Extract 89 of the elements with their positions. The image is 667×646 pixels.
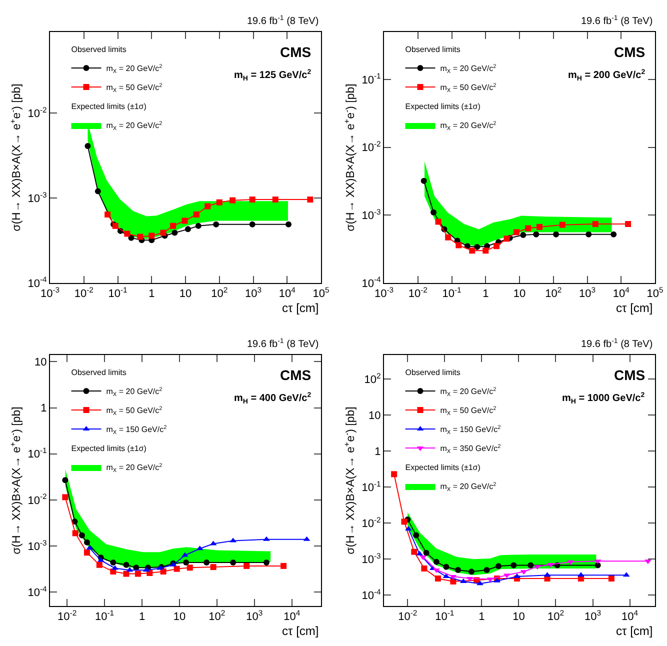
x-tick-label: 10$^{-1}$: [108, 286, 128, 300]
x-tick-label: 10: [512, 611, 525, 624]
x-tick-label: 10$^{-2}$: [408, 286, 428, 300]
chart-subtitle: 19.6 fb$^{-1}$ (8 TeV): [581, 15, 653, 28]
annotation: Expected limits (±1σ): [405, 463, 481, 472]
annotation: m$_{H}$ = 400 GeV/c$^{2}$: [234, 392, 312, 406]
legend-label: m$_{X}$ = 20 GeV/c$^{2}$: [106, 120, 162, 132]
x-tick-label: 10$^{-1}$: [442, 286, 462, 300]
legend-label: m$_{X}$ = 150 GeV/c$^{2}$: [440, 424, 501, 436]
y-tick-label: 10$^{2}$: [364, 371, 381, 386]
legend-label: m$_{X}$ = 20 GeV/c$^{2}$: [106, 64, 162, 75]
legend-title: Observed limits: [71, 368, 126, 378]
x-tick-label: 10$^{4}$: [612, 286, 630, 300]
y-tick-label: 1: [40, 402, 47, 415]
legend-label: m$_{X}$ = 50 GeV/c$^{2}$: [440, 82, 496, 94]
x-tick-label: 10$^{-2}$: [398, 608, 418, 624]
text: CMS: [614, 367, 646, 383]
x-tick-label: 10$^{4}$: [278, 286, 296, 300]
y-tick-label: 10$^{-4}$: [28, 584, 48, 599]
legend-title: Observed limits: [71, 45, 126, 54]
x-tick-label: 10$^{-1}$: [435, 608, 454, 624]
x-axis-title: cτ [cm]: [282, 301, 319, 315]
x-axis-title: cτ [cm]: [616, 624, 653, 638]
chart-subtitle: 19.6 fb$^{-1}$ (8 TeV): [247, 15, 319, 28]
annotation: m$_{H}$ = 1000 GeV/c$^{2}$: [562, 392, 645, 406]
x-tick-label: 10$^{-1}$: [94, 608, 114, 624]
text: CMS: [280, 367, 312, 383]
y-tick-label: 10: [34, 356, 47, 369]
y-tick-label: 10$^{-4}$: [362, 587, 382, 602]
y-tick-label: 10$^{-3}$: [28, 538, 47, 553]
legend-label: m$_{X}$ = 20 GeV/c$^{2}$: [440, 482, 496, 493]
annotation: Expected limits (±1σ): [405, 102, 481, 112]
x-tick-label: 10$^{3}$: [246, 608, 263, 624]
x-tick-label: 10$^{5}$: [312, 286, 330, 300]
x-tick-label: 10: [173, 611, 186, 624]
x-tick-label: 10$^{-2}$: [74, 286, 94, 300]
y-tick-label: 1: [374, 446, 381, 458]
x-tick-label: 1: [148, 288, 155, 300]
x-tick-label: 10$^{3}$: [244, 286, 262, 300]
y-tick-label: 10$^{-1}$: [28, 446, 47, 461]
legend-title: Observed limits: [405, 45, 460, 54]
legend-label: m$_{X}$ = 20 GeV/c$^{2}$: [106, 462, 162, 474]
y-tick-label: 10$^{-2}$: [28, 105, 47, 120]
y-tick-label: 10$^{-3}$: [362, 207, 381, 222]
x-tick-label: 10: [513, 288, 526, 300]
text: CMS: [614, 44, 646, 60]
x-tick-label: 10$^{3}$: [578, 286, 596, 300]
x-tick-label: 10$^{-2}$: [58, 608, 77, 624]
y-tick-label: 10$^{-3}$: [28, 190, 47, 205]
y-tick-label: 10$^{-3}$: [362, 551, 381, 566]
annotation: m$_{H}$ = 125 GeV/c$^{2}$: [234, 69, 312, 82]
x-tick-label: 10$^{2}$: [211, 286, 228, 300]
chart-subtitle: 19.6 fb$^{-1}$ (8 TeV): [581, 338, 653, 350]
x-tick-label: 1: [482, 288, 489, 300]
legend-label: m$_{X}$ = 50 GeV/c$^{2}$: [440, 406, 496, 417]
y-tick-label: 10$^{-1}$: [362, 479, 381, 494]
legend-label: m$_{X}$ = 20 GeV/c$^{2}$: [440, 120, 496, 132]
y-tick-label: 10$^{-1}$: [362, 72, 381, 86]
legend-label: m$_{X}$ = 350 GeV/c$^{2}$: [440, 444, 501, 455]
x-tick-label: 1: [138, 611, 146, 624]
x-tick-label: 10$^{3}$: [584, 608, 602, 624]
legend-label: m$_{X}$ = 50 GeV/c$^{2}$: [106, 82, 162, 94]
x-tick-label: 10$^{2}$: [208, 608, 226, 624]
x-tick-label: 1: [478, 611, 485, 624]
x-tick-label: 10$^{5}$: [646, 286, 664, 300]
y-tick-label: 10: [368, 410, 381, 422]
legend-label: m$_{X}$ = 20 GeV/c$^{2}$: [440, 64, 496, 75]
annotation: Expected limits (±1σ): [71, 444, 147, 454]
x-tick-label: 10$^{2}$: [547, 608, 564, 624]
x-tick-label: 10$^{2}$: [545, 286, 562, 300]
legend-label: m$_{X}$ = 20 GeV/c$^{2}$: [440, 386, 496, 398]
legend-label: m$_{X}$ = 50 GeV/c$^{2}$: [106, 406, 162, 417]
x-axis-title: cτ [cm]: [282, 624, 319, 638]
y-tick-label: 10$^{-2}$: [362, 515, 381, 530]
annotation: m$_{H}$ = 200 GeV/c$^{2}$: [568, 69, 646, 82]
x-tick-label: 10: [179, 288, 192, 300]
legend-label: m$_{X}$ = 150 GeV/c$^{2}$: [106, 424, 167, 436]
chart-subtitle: 19.6 fb$^{-1}$ (8 TeV): [247, 338, 319, 350]
legend-title: Observed limits: [405, 368, 460, 378]
x-tick-label: 10$^{4}$: [284, 608, 301, 624]
y-tick-label: 10$^{-4}$: [28, 275, 48, 290]
y-tick-label: 10$^{-2}$: [28, 492, 47, 507]
x-axis-title: cτ [cm]: [616, 301, 653, 315]
y-tick-label: 10$^{-4}$: [362, 275, 382, 290]
y-tick-label: 10$^{-2}$: [362, 140, 381, 154]
annotation: Expected limits (±1σ): [71, 102, 147, 112]
legend-label: m$_{X}$ = 20 GeV/c$^{2}$: [106, 386, 162, 398]
text: CMS: [280, 44, 312, 60]
x-tick-label: 10$^{4}$: [622, 608, 639, 624]
